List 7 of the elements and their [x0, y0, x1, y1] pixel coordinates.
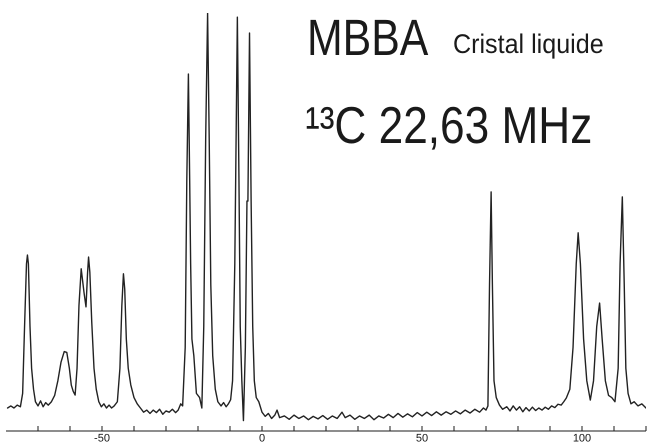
annotation: ¹³C 22,63 MHz: [305, 96, 592, 155]
x-tick-label: 0: [258, 432, 266, 443]
chart-title: MBBA: [307, 8, 429, 66]
text: Cristal liquide: [453, 28, 604, 60]
x-tick-label: -50: [94, 432, 110, 443]
x-tick-label: 50: [416, 432, 428, 443]
x-tick-label: 100: [572, 432, 592, 443]
